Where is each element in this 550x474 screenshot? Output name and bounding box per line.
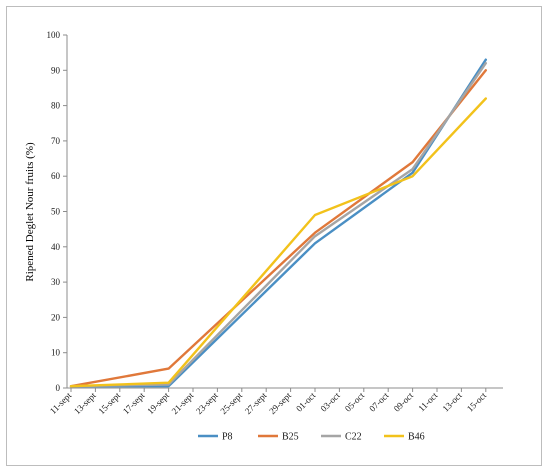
y-tick-label: 80 [51, 101, 61, 111]
y-tick-label: 60 [51, 171, 61, 181]
x-tick-label: 11-sept [48, 390, 74, 416]
y-tick-label: 40 [51, 242, 61, 252]
y-tick-label: 20 [51, 312, 61, 322]
series-line-b46 [69, 97, 487, 388]
series-line-c22 [69, 62, 487, 388]
y-tick-label: 100 [47, 30, 61, 40]
series-line-b25 [69, 69, 487, 388]
x-tick-label: 19-sept [145, 390, 171, 416]
x-tick-label: 25-sept [218, 390, 244, 416]
y-tick-label: 10 [51, 348, 61, 358]
y-tick-label: 0 [56, 383, 61, 393]
series-line-p8 [69, 58, 487, 388]
legend-label-p8: P8 [222, 432, 233, 443]
y-tick-label: 90 [51, 65, 61, 75]
x-tick-label: 13-oct [440, 390, 464, 414]
x-tick-label: 13-sept [72, 390, 98, 416]
y-axis: 0 10 20 30 40 50 60 70 80 90 100 [47, 30, 68, 393]
x-tick-label: 15-sept [96, 390, 122, 416]
x-tick-label: 29-sept [267, 390, 293, 416]
x-tick-label: 11-oct [416, 390, 439, 413]
x-tick-label: 23-sept [194, 390, 220, 416]
series-layer [69, 58, 487, 388]
y-tick-label: 50 [51, 207, 61, 217]
legend: P8 B25 C22 B46 [198, 432, 425, 443]
x-tick-label: 17-sept [121, 390, 147, 416]
x-tick-label: 01-oct [294, 390, 318, 414]
x-tick-label: 27-sept [243, 390, 269, 416]
x-tick-label: 21-sept [170, 390, 196, 416]
x-tick-label: 09-oct [392, 390, 416, 414]
x-tick-label: 15-oct [465, 390, 489, 414]
y-axis-title: Ripened Deglet Nour fruits (%) [24, 142, 36, 282]
y-tick-label: 30 [51, 277, 61, 287]
legend-label-b46: B46 [408, 432, 425, 443]
x-axis: 11-sept13-sept15-sept17-sept19-sept21-se… [48, 387, 503, 416]
y-tick-label: 70 [51, 136, 61, 146]
x-tick-label: 07-oct [367, 390, 391, 414]
legend-label-b25: B25 [282, 432, 299, 443]
legend-label-c22: C22 [345, 432, 362, 443]
x-tick-label: 05-oct [343, 390, 367, 414]
x-tick-label: 03-oct [318, 390, 342, 414]
